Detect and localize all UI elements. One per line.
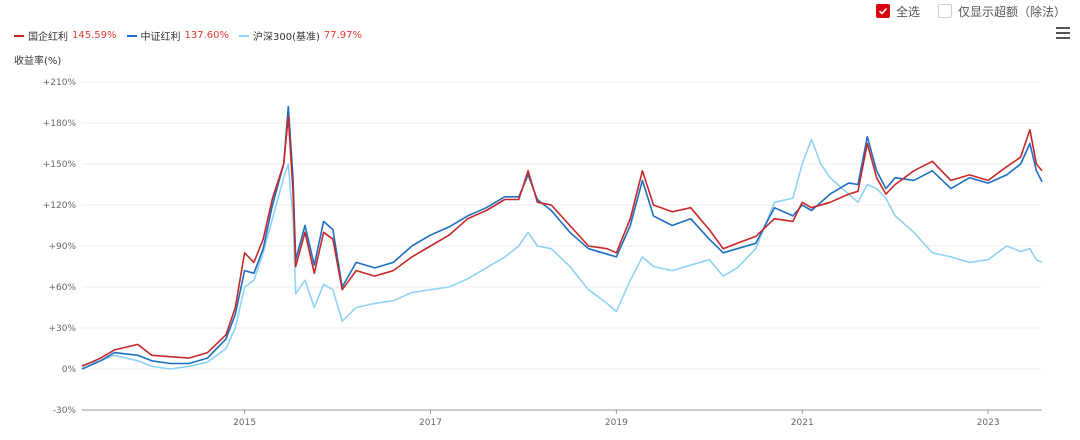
legend-item-zhongzheng[interactable]: 中证红利 137.60% xyxy=(126,28,230,43)
legend-value: 137.60% xyxy=(184,30,230,41)
x-tick-label: 2019 xyxy=(605,418,628,428)
select-all-checkbox[interactable]: 全选 xyxy=(875,3,920,20)
y-tick-label: +60% xyxy=(48,283,76,293)
select-all-label: 全选 xyxy=(895,4,920,19)
excess-only-checkbox[interactable]: 仅显示超额（除法） xyxy=(937,3,1066,20)
legend-label: 沪深300(基准) xyxy=(253,32,320,43)
y-tick-label: +180% xyxy=(43,119,77,129)
legend-item-hs300[interactable]: 沪深300(基准) 77.97% xyxy=(239,28,362,43)
y-tick-label: 0% xyxy=(62,365,77,375)
chart-controls: 全选 仅显示超额（除法） xyxy=(875,2,1066,20)
legend-swatch xyxy=(14,34,24,37)
chart-legend: 国企红利 145.59% 中证红利 137.60% 沪深300(基准) 77.9… xyxy=(14,28,362,43)
hamburger-menu-icon[interactable] xyxy=(1056,27,1070,39)
excess-only-label: 仅显示超额（除法） xyxy=(957,4,1066,19)
legend-label: 中证红利 xyxy=(140,32,181,43)
series-line-1 xyxy=(81,105,1043,370)
legend-swatch xyxy=(126,34,137,37)
check-icon xyxy=(875,4,890,18)
y-tick-label: +30% xyxy=(48,324,76,334)
y-tick-label: +90% xyxy=(48,242,76,252)
y-tick-label: +120% xyxy=(43,201,77,211)
x-tick-label: 2015 xyxy=(233,418,256,428)
x-tick-label: 2017 xyxy=(419,418,442,428)
series-line-2 xyxy=(81,138,1043,370)
legend-swatch xyxy=(239,34,249,37)
legend-value: 145.59% xyxy=(72,30,117,41)
legend-label: 国企红利 xyxy=(28,32,68,43)
y-tick-label: -30% xyxy=(53,406,77,416)
checkbox-box xyxy=(937,4,952,18)
series-line-0 xyxy=(81,115,1043,368)
legend-item-guoqi[interactable]: 国企红利 145.59% xyxy=(14,28,117,43)
x-tick-label: 2021 xyxy=(791,418,814,428)
y-tick-label: +210% xyxy=(43,78,77,88)
x-tick-label: 2023 xyxy=(977,418,1000,428)
y-tick-label: +150% xyxy=(43,160,77,170)
legend-value: 77.97% xyxy=(323,30,363,41)
y-axis-label: 收益率(%) xyxy=(14,56,62,67)
